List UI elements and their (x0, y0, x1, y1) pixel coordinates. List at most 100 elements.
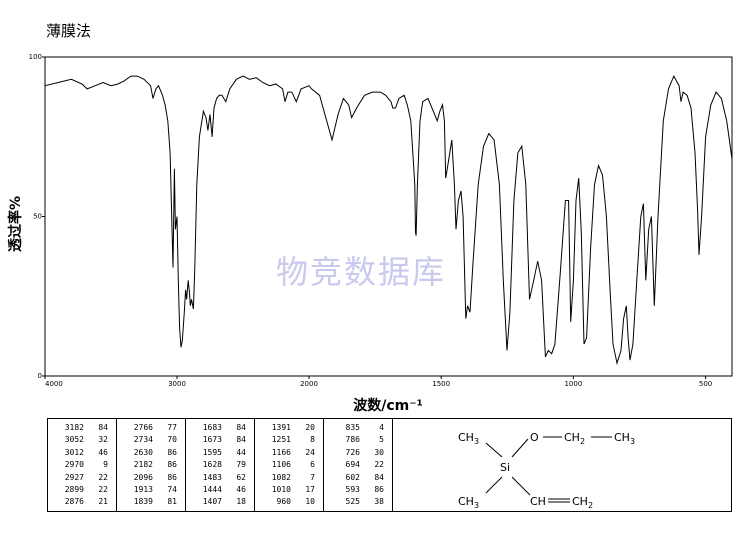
peak-row: 1483 62 (186, 472, 254, 484)
peak-wavenumber: 2182 (133, 460, 153, 470)
peak-transmittance: 21 (98, 497, 108, 507)
peak-transmittance: 86 (374, 484, 384, 494)
peak-row: 2766 77 (117, 422, 185, 434)
peak-wavenumber: 1166 (271, 447, 291, 457)
peak-transmittance: 6 (310, 460, 315, 470)
peak-wavenumber: 835 (345, 423, 360, 432)
peak-transmittance: 10 (305, 497, 315, 507)
peak-transmittance: 17 (305, 484, 315, 494)
peak-wavenumber: 694 (345, 460, 360, 470)
peak-transmittance: 30 (374, 447, 384, 457)
peak-transmittance: 84 (98, 423, 108, 432)
peak-transmittance: 84 (374, 472, 384, 482)
peak-transmittance: 84 (236, 423, 246, 432)
struct-bond-si-vinyl (511, 476, 531, 496)
structure-diagram: CH3 O CH2 CH3 Si CH3 CH CH2 (458, 431, 635, 510)
spectrum-line (44, 74, 733, 366)
peak-transmittance: 77 (167, 423, 177, 432)
peak-row: 1913 74 (117, 484, 185, 496)
peak-transmittance: 79 (236, 460, 246, 470)
peak-transmittance: 86 (167, 447, 177, 457)
peak-wavenumber: 960 (276, 497, 291, 507)
peak-row: 3052 32 (48, 434, 116, 446)
peak-row: 1444 46 (186, 484, 254, 496)
peak-row: 1595 44 (186, 447, 254, 459)
x-tick-label: 1500 (432, 380, 450, 388)
peak-transmittance: 74 (167, 484, 177, 494)
peak-wavenumber: 1444 (202, 484, 222, 494)
x-axis-ticks: 4000 3000 2000 1500 1000 500 (44, 376, 712, 388)
watermark-text: 物竞数据库 (276, 253, 447, 291)
ir-spectrum-chart: 4000 3000 2000 1500 1000 500 0 50 100 波数/cm⁻¹ 透… (7, 53, 733, 414)
peak-wavenumber: 3012 (64, 447, 84, 457)
x-tick-label: 4000 (45, 380, 63, 388)
peak-table: 3182 84 3052 32 3012 46 2970 9 2927 22 2899 22 2876 2… (47, 418, 393, 512)
page-title: 薄膜法 (46, 22, 92, 40)
peak-table-column: 3182 84 3052 32 3012 46 2970 9 2927 22 2899 22 2876 2… (48, 419, 117, 512)
x-tick-label: 3000 (168, 380, 186, 388)
peak-transmittance: 46 (98, 447, 108, 457)
peak-wavenumber: 1628 (202, 460, 222, 470)
struct-ethoxy: O (530, 431, 539, 444)
x-tick-label: 2000 (300, 380, 318, 388)
y-tick-label: 100 (29, 53, 42, 61)
struct-bond-si-o (511, 438, 529, 458)
struct-bond-top-left (485, 442, 503, 458)
peak-wavenumber: 1082 (271, 472, 291, 482)
peak-row: 1628 79 (186, 459, 254, 471)
peak-wavenumber: 1595 (202, 447, 222, 457)
peak-transmittance: 70 (167, 435, 177, 445)
peak-wavenumber: 786 (345, 435, 360, 445)
struct-vinyl-ch2: CH2 (572, 495, 593, 510)
peak-wavenumber: 2734 (133, 435, 153, 445)
struct-methyl-bottom: CH3 (458, 495, 479, 510)
peak-wavenumber: 1407 (202, 497, 222, 507)
peak-transmittance: 62 (236, 472, 246, 482)
peak-transmittance: 81 (167, 497, 177, 507)
peak-row: 1010 17 (255, 484, 323, 496)
peak-wavenumber: 2766 (133, 423, 153, 432)
peak-wavenumber: 726 (345, 447, 360, 457)
peak-wavenumber: 2096 (133, 472, 153, 482)
peak-wavenumber: 2630 (133, 447, 153, 457)
peak-transmittance: 5 (379, 435, 384, 445)
peak-row: 786 5 (324, 434, 392, 446)
peak-row: 602 84 (324, 472, 392, 484)
peak-row: 2899 22 (48, 484, 116, 496)
peak-row: 1839 81 (117, 496, 185, 508)
peak-row: 1082 7 (255, 472, 323, 484)
y-axis-title: 透过率% (7, 196, 24, 252)
peak-wavenumber: 1251 (271, 435, 291, 445)
x-tick-label: 500 (699, 380, 712, 388)
peak-row: 1673 84 (186, 434, 254, 446)
peak-table-column: 1683 84 1673 84 1595 44 1628 79 1483 62 1444 46 1407… (185, 418, 255, 512)
peak-transmittance: 86 (167, 460, 177, 470)
peak-row: 593 86 (324, 484, 392, 496)
peak-row: 525 38 (324, 496, 392, 508)
peak-transmittance: 7 (310, 472, 315, 482)
y-tick-label: 0 (38, 372, 42, 380)
peak-wavenumber: 2927 (64, 472, 84, 482)
struct-methyl-top: CH3 (458, 431, 479, 446)
peak-transmittance: 22 (374, 460, 384, 470)
peak-table-column: 2766 77 2734 70 2630 86 2182 86 2096 86 1913 74 1839… (116, 418, 186, 512)
peak-wavenumber: 593 (345, 484, 360, 494)
struct-vinyl-ch: CH (530, 495, 546, 508)
peak-transmittance: 8 (310, 435, 315, 445)
peak-transmittance: 86 (167, 472, 177, 482)
peak-wavenumber: 1391 (271, 423, 291, 432)
struct-ch2: CH2 (564, 431, 585, 446)
peak-wavenumber: 1483 (202, 472, 222, 482)
peak-row: 960 10 (255, 496, 323, 508)
peak-row: 2096 86 (117, 472, 185, 484)
peak-transmittance: 84 (236, 435, 246, 445)
peak-row: 2876 21 (48, 496, 116, 508)
plot-frame (44, 56, 733, 377)
peak-wavenumber: 1673 (202, 435, 222, 445)
peak-row: 694 22 (324, 459, 392, 471)
peak-wavenumber: 2899 (64, 484, 84, 494)
structure-panel: CH3 O CH2 CH3 Si CH3 CH CH2 (390, 418, 732, 512)
struct-bond-bottom-left (485, 476, 503, 494)
peak-wavenumber: 1683 (202, 423, 222, 432)
peak-wavenumber: 2970 (64, 460, 84, 470)
